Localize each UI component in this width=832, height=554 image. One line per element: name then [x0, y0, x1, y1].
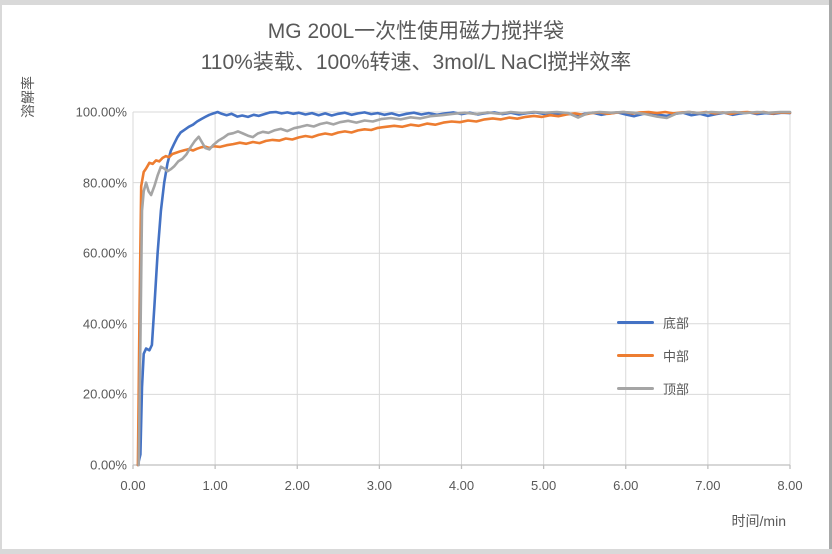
legend-line-swatch	[617, 387, 654, 390]
legend-item-中部: 中部	[617, 339, 689, 372]
y-tick-label: 80.00%	[82, 175, 127, 191]
legend-line-swatch	[617, 354, 654, 357]
y-tick-label: 100.00%	[75, 104, 127, 120]
legend-label: 底部	[663, 316, 690, 331]
series-line-中部	[136, 110, 792, 467]
x-axis-title: 时间/min	[731, 513, 786, 529]
y-tick-label: 40.00%	[82, 316, 127, 332]
x-tick-label: 2.00	[284, 478, 310, 493]
x-tick-label: 0.00	[120, 478, 146, 493]
legend-item-顶部: 顶部	[617, 372, 689, 405]
y-tick-label: 60.00%	[82, 245, 127, 261]
x-tick-label: 6.00	[613, 478, 639, 493]
x-tick-label: 3.00	[366, 478, 393, 493]
x-tick-label: 7.00	[695, 478, 721, 493]
window-border-right	[829, 0, 832, 554]
chart-title-line2: 110%装载、100%转速、3mol/L NaCl搅拌效率	[200, 51, 632, 74]
x-tick-label: 4.00	[448, 478, 475, 493]
window-border-left	[0, 0, 2, 554]
legend-label: 中部	[663, 349, 690, 364]
chart-title: MG 200L一次性使用磁力搅拌袋 110%装载、100%转速、3mol/L N…	[0, 16, 832, 78]
series-line-顶部	[137, 110, 792, 467]
x-tick-label: 8.00	[777, 478, 803, 493]
y-tick-label: 20.00%	[82, 386, 127, 402]
legend-label: 顶部	[663, 382, 690, 397]
chart-title-line1: MG 200L一次性使用磁力搅拌袋	[267, 20, 565, 43]
x-tick-label: 1.00	[202, 478, 228, 493]
window-border-top	[0, 0, 832, 5]
x-tick-label: 5.00	[530, 478, 557, 493]
y-tick-label: 0.00%	[90, 457, 127, 473]
legend-line-swatch	[617, 321, 654, 324]
legend-item-底部: 底部	[617, 306, 689, 339]
series-line-底部	[136, 110, 792, 467]
legend: 底部 中部 顶部	[617, 306, 689, 405]
window-border-bottom	[0, 549, 832, 554]
